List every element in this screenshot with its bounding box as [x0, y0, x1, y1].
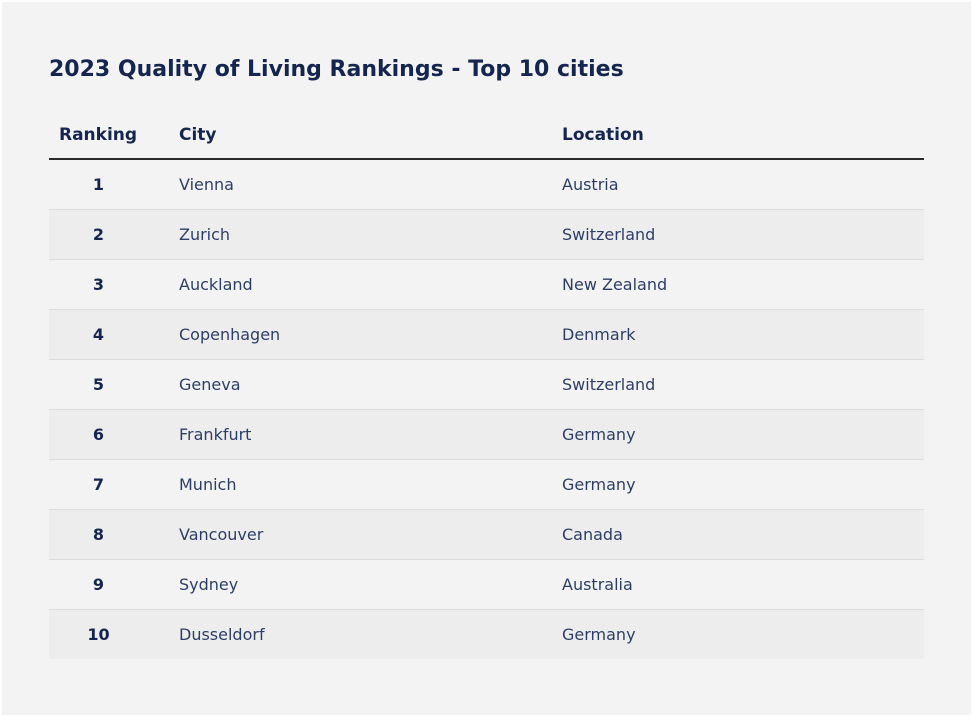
city-cell: Frankfurt: [179, 425, 252, 444]
city-cell: Sydney: [179, 575, 239, 594]
table-row: 6 Frankfurt Germany: [49, 410, 924, 460]
city-cell: Copenhagen: [179, 325, 281, 344]
rankings-table: Ranking City Location 1 Vienna Austria 2…: [49, 116, 924, 659]
location-cell: Switzerland: [562, 225, 656, 244]
table-row: 4 Copenhagen Denmark: [49, 310, 924, 360]
city-cell: Zurich: [179, 225, 231, 244]
city-cell: Dusseldorf: [179, 625, 265, 644]
location-cell: Australia: [562, 575, 633, 594]
location-cell: Germany: [562, 475, 636, 494]
city-cell: Auckland: [179, 275, 253, 294]
location-cell: Germany: [562, 625, 636, 644]
rank-cell: 10: [87, 625, 110, 644]
table-row: 5 Geneva Switzerland: [49, 360, 924, 410]
location-cell: Austria: [562, 175, 619, 194]
table-row: 8 Vancouver Canada: [49, 510, 924, 560]
header-ranking: Ranking: [59, 125, 138, 145]
rank-cell: 3: [92, 275, 105, 294]
city-cell: Vancouver: [179, 525, 264, 544]
table-row: 3 Auckland New Zealand: [49, 260, 924, 310]
rank-cell: 4: [92, 325, 105, 344]
rank-cell: 6: [92, 425, 105, 444]
table-row: 1 Vienna Austria: [49, 160, 924, 210]
rank-cell: 8: [92, 525, 105, 544]
table-row: 10 Dusseldorf Germany: [49, 610, 924, 659]
header-location: Location: [562, 125, 644, 145]
rank-cell: 1: [92, 175, 105, 194]
rank-cell: 7: [92, 475, 105, 494]
table-row: 7 Munich Germany: [49, 460, 924, 510]
location-cell: Denmark: [562, 325, 636, 344]
city-cell: Geneva: [179, 375, 241, 394]
location-cell: Germany: [562, 425, 636, 444]
location-cell: Canada: [562, 525, 623, 544]
table-header: Ranking City Location: [49, 116, 924, 160]
rank-cell: 5: [92, 375, 105, 394]
location-cell: Switzerland: [562, 375, 656, 394]
city-cell: Vienna: [179, 175, 234, 194]
page-title: 2023 Quality of Living Rankings - Top 10…: [49, 57, 624, 82]
rank-cell: 2: [92, 225, 105, 244]
rank-cell: 9: [92, 575, 105, 594]
city-cell: Munich: [179, 475, 237, 494]
header-city: City: [179, 125, 217, 145]
location-cell: New Zealand: [562, 275, 668, 294]
table-row: 2 Zurich Switzerland: [49, 210, 924, 260]
table-row: 9 Sydney Australia: [49, 560, 924, 610]
table-body: 1 Vienna Austria 2 Zurich Switzerland 3 …: [49, 160, 924, 659]
